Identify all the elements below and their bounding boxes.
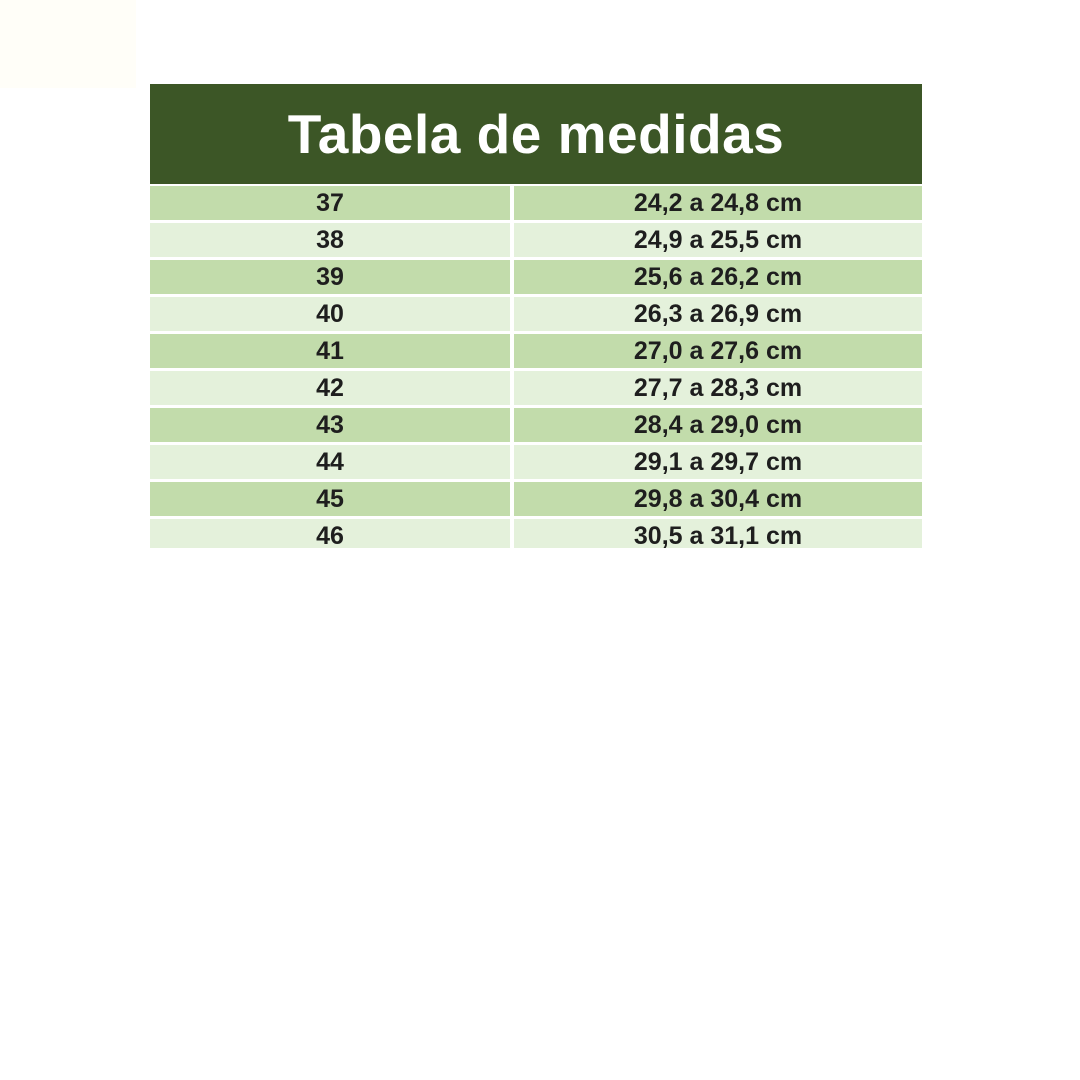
size-cell: 44 [150,445,510,479]
table-row: 44 29,1 a 29,7 cm [150,445,922,479]
size-cell: 37 [150,186,510,220]
table-row: 41 27,0 a 27,6 cm [150,334,922,368]
measurement-cell: 29,8 a 30,4 cm [514,482,922,516]
measurement-cell: 24,2 a 24,8 cm [514,186,922,220]
size-cell: 46 [150,519,510,548]
table-row: 42 27,7 a 28,3 cm [150,371,922,405]
measurement-cell: 27,7 a 28,3 cm [514,371,922,405]
size-chart-table: Tabela de medidas 37 24,2 a 24,8 cm 38 24,9… [150,84,922,548]
table-title: Tabela de medidas [287,103,785,165]
size-cell: 39 [150,260,510,294]
table-body: 37 24,2 a 24,8 cm 38 24,9 a 25,5 cm 39 25,6 a… [150,186,922,548]
table-row: 45 29,8 a 30,4 cm [150,482,922,516]
table-row: 40 26,3 a 26,9 cm [150,297,922,331]
measurement-cell: 30,5 a 31,1 cm [514,519,922,548]
table-row: 38 24,9 a 25,5 cm [150,223,922,257]
size-cell: 40 [150,297,510,331]
measurement-cell: 28,4 a 29,0 cm [514,408,922,442]
size-cell: 41 [150,334,510,368]
measurement-cell: 25,6 a 26,2 cm [514,260,922,294]
size-cell: 45 [150,482,510,516]
measurement-cell: 27,0 a 27,6 cm [514,334,922,368]
measurement-cell: 24,9 a 25,5 cm [514,223,922,257]
table-row: 46 30,5 a 31,1 cm [150,519,922,548]
measurement-cell: 26,3 a 26,9 cm [514,297,922,331]
table-title-bar: Tabela de medidas [150,84,922,184]
background-artifact [0,0,136,88]
table-row: 37 24,2 a 24,8 cm [150,186,922,220]
measurement-cell: 29,1 a 29,7 cm [514,445,922,479]
size-cell: 38 [150,223,510,257]
size-cell: 42 [150,371,510,405]
size-cell: 43 [150,408,510,442]
table-row: 39 25,6 a 26,2 cm [150,260,922,294]
table-row: 43 28,4 a 29,0 cm [150,408,922,442]
